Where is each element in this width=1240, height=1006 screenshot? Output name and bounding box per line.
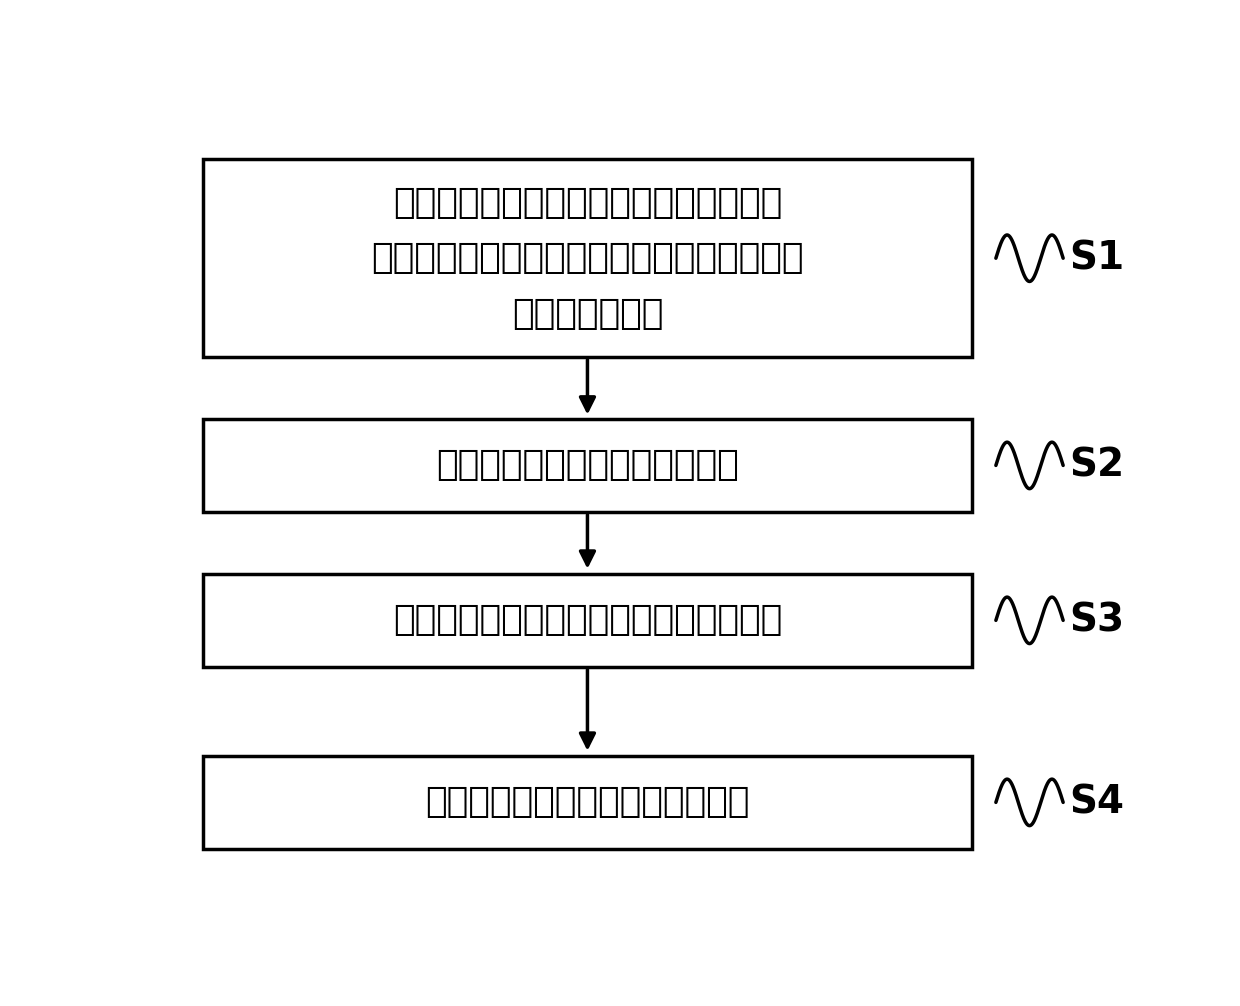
FancyBboxPatch shape (203, 418, 972, 512)
Text: 所形成的浆料进行喷雾干燥形成混合粉体: 所形成的浆料进行喷雾干燥形成混合粉体 (393, 604, 782, 638)
FancyBboxPatch shape (203, 573, 972, 667)
FancyBboxPatch shape (203, 756, 972, 849)
Text: 锻烧该混合粉体而使两种粒子烧结: 锻烧该混合粉体而使两种粒子烧结 (425, 786, 750, 819)
FancyBboxPatch shape (203, 160, 972, 357)
Text: S2: S2 (1069, 447, 1125, 485)
Text: S1: S1 (1069, 239, 1125, 278)
Text: S4: S4 (1069, 784, 1125, 821)
Text: 将两种粒子加入粘稠剂形成浆料: 将两种粒子加入粘稠剂形成浆料 (436, 449, 739, 483)
Text: S3: S3 (1069, 602, 1125, 640)
Text: 制备作为包覆材料的含锂的包覆电极活性
材料粒子，及另一种粒径较大的含锂的主要电
极活性材料粒子: 制备作为包覆材料的含锂的包覆电极活性 材料粒子，及另一种粒径较大的含锂的主要电 … (371, 186, 804, 331)
